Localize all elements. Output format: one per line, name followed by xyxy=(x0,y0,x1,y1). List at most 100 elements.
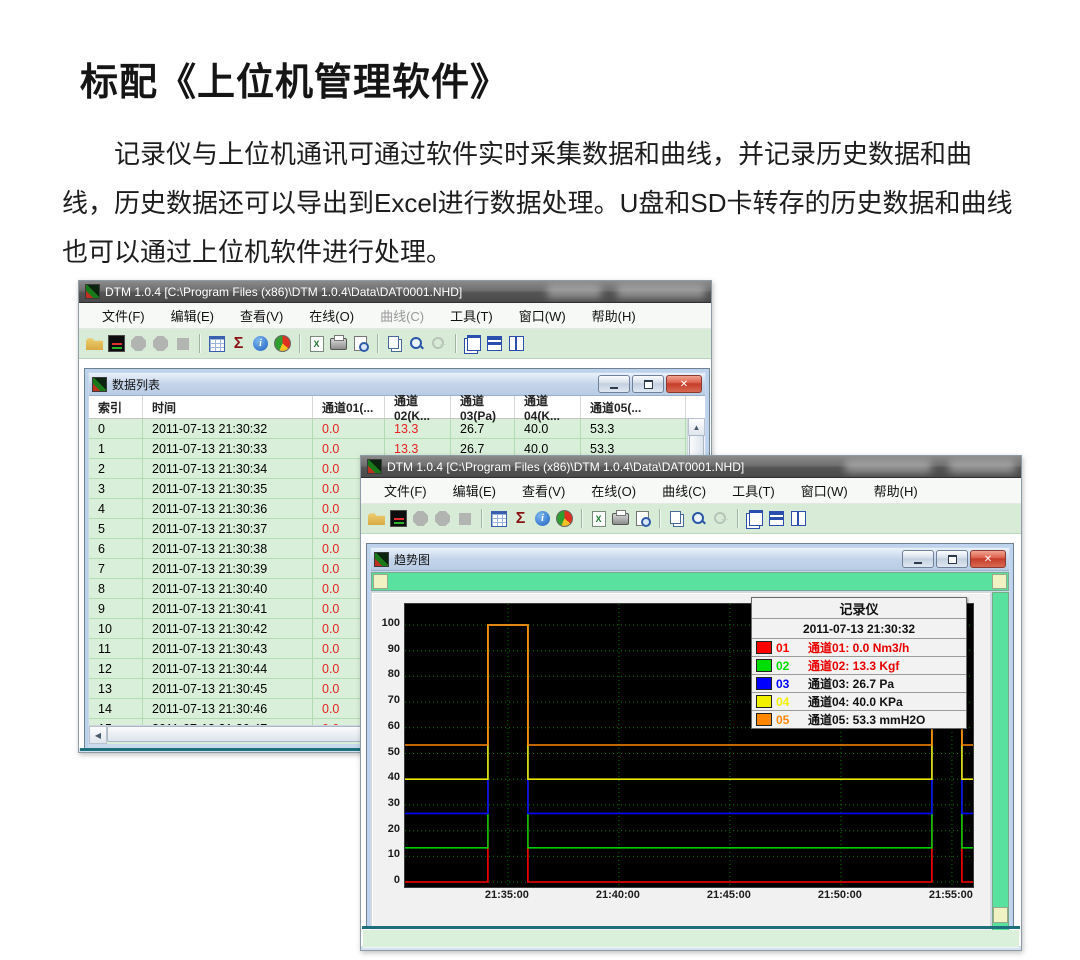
data-list-icon[interactable] xyxy=(207,334,226,353)
menu-item[interactable]: 文件(F) xyxy=(384,484,427,499)
copy-icon[interactable] xyxy=(385,334,404,353)
table-cell: 1 xyxy=(89,439,143,458)
legend-channel-number: 05 xyxy=(776,712,790,727)
table-cell: 2011-07-13 21:30:45 xyxy=(143,679,313,698)
print-preview-icon[interactable] xyxy=(633,509,652,528)
y-axis-tick-label: 100 xyxy=(381,617,400,629)
menu-item[interactable]: 查看(V) xyxy=(239,309,284,324)
tile-vertical-icon[interactable] xyxy=(507,334,526,353)
menu-item[interactable]: 窗口(W) xyxy=(800,484,848,499)
cascade-windows-icon[interactable] xyxy=(463,334,482,353)
table-row[interactable]: 1 2011-07-13 21:30:33 0.0 13.3 26.7 40.0 53.3 xyxy=(89,439,705,459)
menu-item[interactable]: 工具(T) xyxy=(732,484,775,499)
column-header[interactable]: 通道03(Pa) xyxy=(451,394,515,423)
zoom-icon[interactable] xyxy=(407,334,426,353)
table-header[interactable]: 索引 时间 通道01(... 通道02(K... 通道03(Pa) 通道04(K... 通道… xyxy=(89,394,705,423)
menu-item[interactable]: 在线(O) xyxy=(591,484,637,499)
menu-item[interactable]: 查看(V) xyxy=(521,484,566,499)
toolbar-separator xyxy=(481,509,482,528)
menu-item[interactable]: 窗口(W) xyxy=(518,309,566,324)
info-icon[interactable] xyxy=(533,509,552,528)
table-cell: 2011-07-13 21:30:34 xyxy=(143,459,313,478)
legend-title: 记录仪 xyxy=(839,601,879,617)
tile-vertical-icon[interactable] xyxy=(789,509,808,528)
print-icon[interactable] xyxy=(611,509,630,528)
chart-horizontal-scrollbar[interactable] xyxy=(371,572,1009,591)
toolbar-separator xyxy=(737,509,738,528)
table-cell: 2011-07-13 21:30:32 xyxy=(143,419,313,438)
data-list-icon[interactable] xyxy=(489,509,508,528)
tile-horizontal-icon[interactable] xyxy=(485,334,504,353)
open-file-icon[interactable] xyxy=(85,334,104,353)
menu-item[interactable]: 工具(T) xyxy=(450,309,493,324)
table-cell: 2011-07-13 21:30:42 xyxy=(143,619,313,638)
menu-item[interactable]: 编辑(E) xyxy=(170,309,214,324)
window-titlebar[interactable]: DTM 1.0.4 [C:\Program Files (x86)\DTM 1.… xyxy=(79,281,711,303)
column-header[interactable]: 通道04(K... xyxy=(515,394,581,423)
tile-horizontal-icon[interactable] xyxy=(767,509,786,528)
table-cell: 3 xyxy=(89,479,143,498)
chart-window-icon[interactable] xyxy=(107,334,126,353)
export-excel-icon[interactable] xyxy=(307,334,326,353)
restore-button[interactable] xyxy=(632,375,664,393)
pie-chart-icon[interactable] xyxy=(273,334,292,353)
info-icon[interactable] xyxy=(251,334,270,353)
scroll-left-button[interactable]: ◀ xyxy=(89,726,107,744)
window-titlebar[interactable]: DTM 1.0.4 [C:\Program Files (x86)\DTM 1.… xyxy=(361,456,1021,478)
chart-legend: 记录仪 2011-07-13 21:30:32 01 通道01: 0.0 Nm3/… xyxy=(751,597,967,729)
column-header[interactable]: 通道01(... xyxy=(313,396,385,418)
y-axis-tick-label: 30 xyxy=(387,796,400,809)
table-cell: 2011-07-13 21:30:44 xyxy=(143,659,313,678)
legend-channel-text: 通道04: 40.0 KPa xyxy=(808,695,903,709)
restore-button[interactable] xyxy=(936,550,968,568)
menu-item[interactable]: 帮助(H) xyxy=(591,309,636,324)
zoom-icon[interactable] xyxy=(689,509,708,528)
scroll-up-button[interactable]: ▲ xyxy=(688,418,705,436)
column-header[interactable]: 时间 xyxy=(143,396,313,418)
column-header[interactable]: 通道02(K... xyxy=(385,394,451,423)
menu-item[interactable]: 曲线(C) xyxy=(662,484,707,499)
legend-swatch xyxy=(756,713,772,726)
trend-window-bottom-edge xyxy=(362,926,1020,929)
statistics-sigma-icon[interactable] xyxy=(511,509,530,528)
print-preview-icon[interactable] xyxy=(351,334,370,353)
menu-item[interactable]: 编辑(E) xyxy=(452,484,496,499)
window-title: DTM 1.0.4 [C:\Program Files (x86)\DTM 1.… xyxy=(105,284,463,299)
close-button[interactable]: ✕ xyxy=(970,550,1006,568)
stop-icon xyxy=(173,334,192,353)
legend-channel-text: 通道05: 53.3 mmH2O xyxy=(808,713,926,727)
menu-item[interactable]: 帮助(H) xyxy=(873,484,918,499)
statistics-sigma-icon[interactable] xyxy=(229,334,248,353)
table-cell: 0.0 xyxy=(313,419,385,438)
chart-window-icon[interactable] xyxy=(389,509,408,528)
copy-icon[interactable] xyxy=(667,509,686,528)
menubar: 文件(F) 编辑(E) 查看(V) 在线(O) 曲线(C) 工具(T) 窗口(W) 帮助(H) xyxy=(79,303,711,329)
cascade-windows-icon[interactable] xyxy=(745,509,764,528)
close-button[interactable]: ✕ xyxy=(666,375,702,393)
column-header[interactable]: 通道05(... xyxy=(581,396,686,418)
trend-icon xyxy=(374,551,389,567)
child-titlebar[interactable]: 数据列表 ✕ xyxy=(89,373,705,396)
chart-vertical-scrollbar[interactable] xyxy=(992,592,1009,933)
minimize-button[interactable] xyxy=(902,550,934,568)
redaction-blur xyxy=(617,285,705,298)
pie-chart-icon[interactable] xyxy=(555,509,574,528)
minimize-button[interactable] xyxy=(598,375,630,393)
menu-item[interactable]: 文件(F) xyxy=(102,309,145,324)
open-file-icon[interactable] xyxy=(367,509,386,528)
scroll-right-button[interactable] xyxy=(992,574,1007,589)
column-header[interactable]: 索引 xyxy=(89,396,143,418)
table-row[interactable]: 0 2011-07-13 21:30:32 0.0 13.3 26.7 40.0 53.3 xyxy=(89,419,705,439)
export-excel-icon[interactable] xyxy=(589,509,608,528)
scroll-left-button[interactable] xyxy=(373,574,388,589)
menu-item[interactable]: 在线(O) xyxy=(309,309,355,324)
table-cell: 2011-07-13 21:30:36 xyxy=(143,499,313,518)
table-cell: 40.0 xyxy=(515,419,581,438)
child-titlebar[interactable]: 趋势图 ✕ xyxy=(371,548,1009,571)
stop-icon xyxy=(455,509,474,528)
x-axis-tick-label: 21:50:00 xyxy=(817,889,862,901)
app-icon xyxy=(367,459,382,474)
print-icon[interactable] xyxy=(329,334,348,353)
scroll-thumb[interactable] xyxy=(993,907,1008,923)
y-axis-tick-label: 80 xyxy=(387,668,400,681)
